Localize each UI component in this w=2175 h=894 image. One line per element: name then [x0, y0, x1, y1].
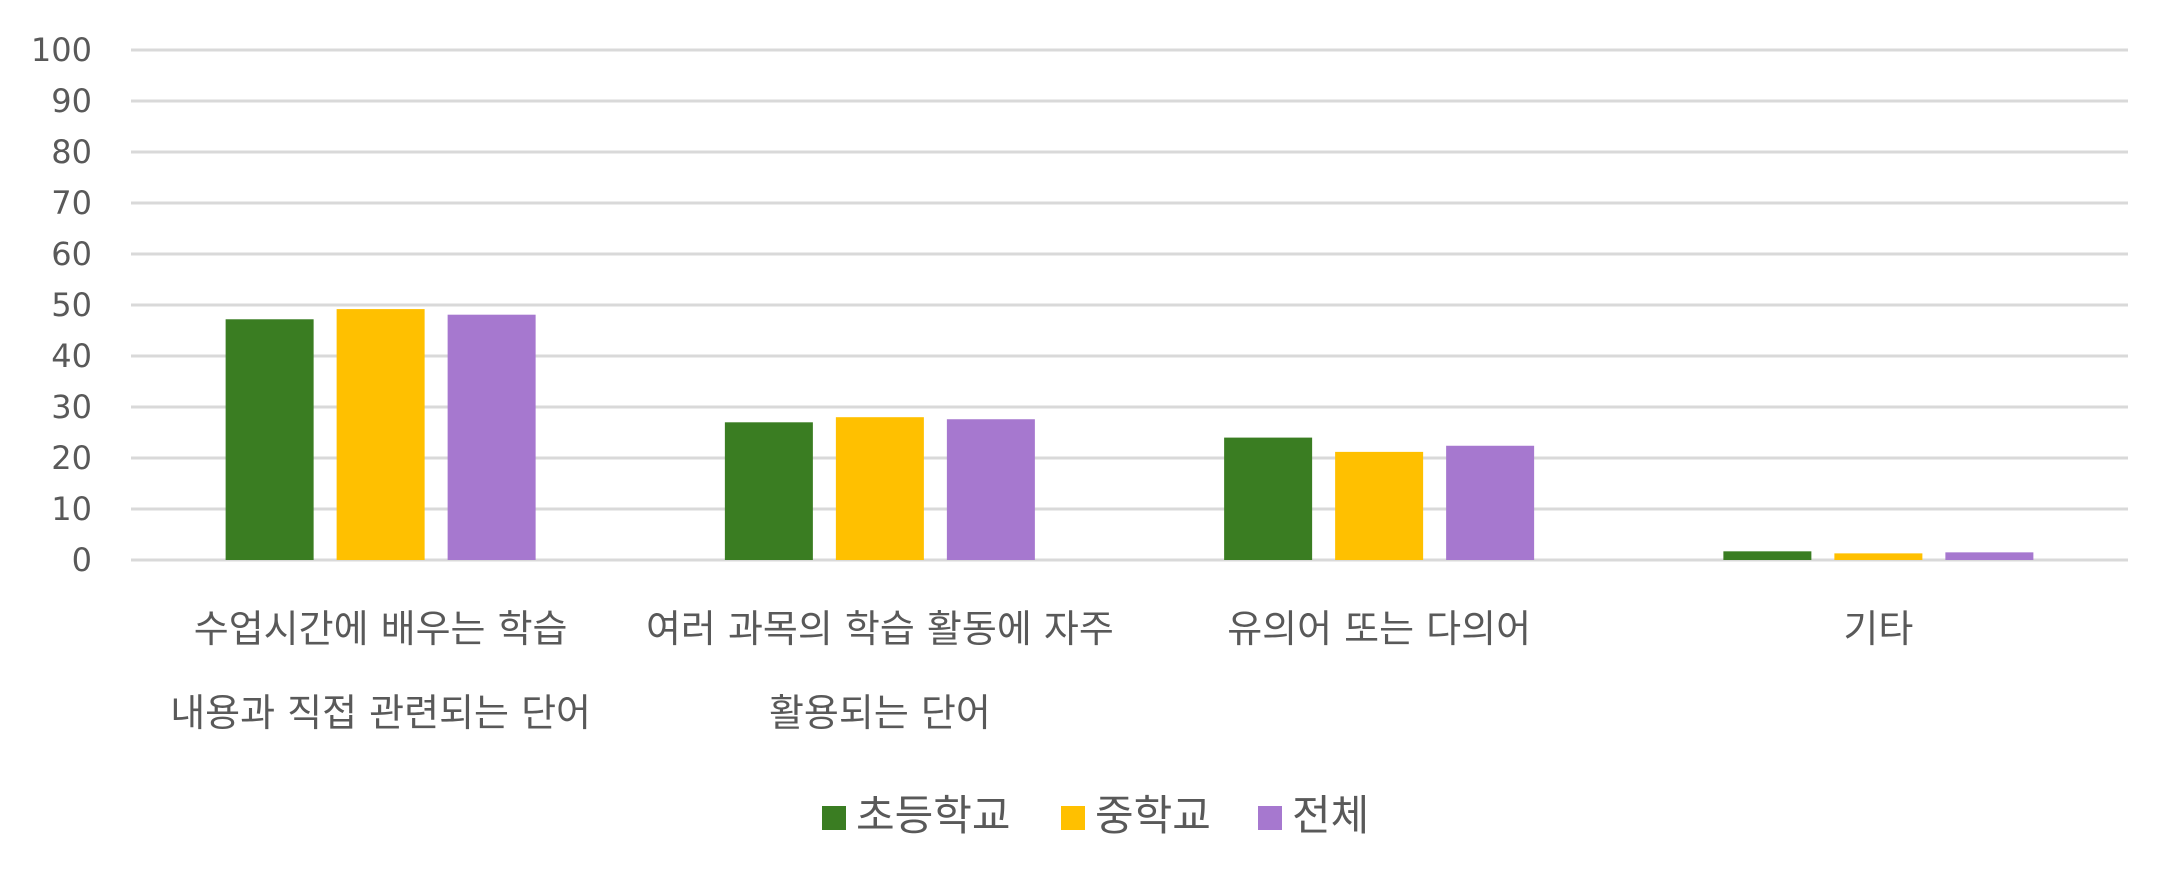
- y-tick-label: 80: [51, 133, 92, 171]
- y-tick-label: 50: [51, 286, 92, 324]
- bar: [835, 417, 924, 560]
- legend-swatch: [1061, 806, 1085, 830]
- y-tick-label: 40: [51, 337, 92, 375]
- bars: [225, 309, 2034, 560]
- legend-label: 전체: [1292, 791, 1369, 840]
- legend-swatch: [822, 806, 846, 830]
- y-tick-label: 90: [51, 82, 92, 120]
- legend: 초등학교 중학교 전체: [822, 791, 1369, 840]
- bar: [724, 422, 813, 560]
- y-tick-label: 70: [51, 184, 92, 222]
- x-category-label: 여러 과목의 학습 활동에 자주: [646, 607, 1114, 651]
- gridlines: [131, 48, 2128, 562]
- bar: [225, 319, 314, 560]
- y-tick-label: 30: [51, 388, 92, 426]
- bar: [1723, 551, 1812, 560]
- x-category-label: 유의어 또는 다의어: [1227, 607, 1531, 651]
- y-tick-label: 60: [51, 235, 92, 273]
- x-category-label: 기타: [1843, 607, 1913, 651]
- bar: [1945, 552, 2034, 560]
- legend-label: 중학교: [1095, 791, 1211, 840]
- x-category-label: 수업시간에 배우는 학습: [194, 607, 568, 651]
- bar: [1834, 553, 1923, 560]
- x-category-label: 활용되는 단어: [769, 691, 991, 735]
- bar: [336, 309, 425, 560]
- bar: [447, 314, 536, 560]
- legend-swatch: [1258, 806, 1282, 830]
- bar: [1224, 437, 1313, 560]
- x-category-label: 내용과 직접 관련되는 단어: [170, 691, 591, 735]
- y-tick-label: 100: [31, 31, 92, 69]
- y-tick-label: 10: [51, 490, 92, 528]
- bar: [946, 419, 1035, 560]
- y-axis-ticks: 0 10 20 30 40 50 60 70 80 90 100: [31, 31, 92, 579]
- legend-label: 초등학교: [856, 791, 1011, 840]
- bar: [1335, 451, 1424, 560]
- bar: [1446, 445, 1535, 560]
- y-tick-label: 20: [51, 439, 92, 477]
- y-tick-label: 0: [72, 541, 92, 579]
